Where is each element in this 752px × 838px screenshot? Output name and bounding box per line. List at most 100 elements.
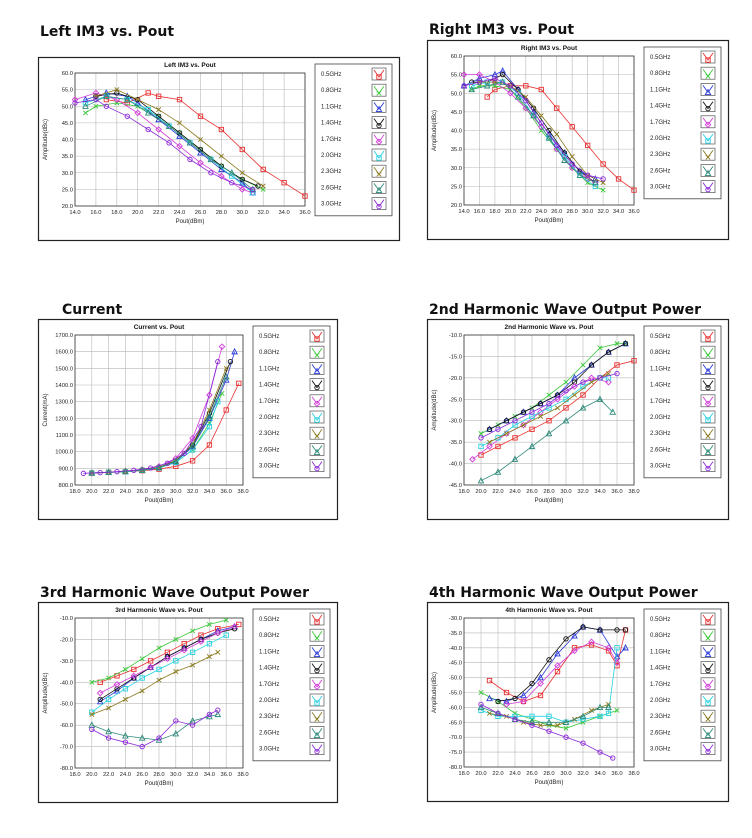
y-tick-label: 1300.0 [55,400,73,406]
data-point [615,176,622,182]
legend-label: 3.0GHz [321,202,341,208]
legend-label: 0.8GHz [650,350,670,356]
data-point [600,161,606,167]
series-line [463,77,604,180]
y-tick-label: 55.0 [62,88,73,94]
legend-line [311,412,323,421]
series-line [480,373,618,439]
legend: 0.5GHz 0.8GHz 1.1GHz 1.4GHz 1.7GHz 2.0GHz 2.3G… [643,46,722,200]
x-axis-label: Pout(dBm) [145,498,174,504]
legend-marker [705,619,711,625]
x-tick-label: 34.0 [594,489,605,495]
x-tick-label: 22.0 [492,489,503,495]
x-tick-label: 26.0 [137,772,148,778]
legend-marker [705,433,711,439]
legend-label: 2.6GHz [650,730,670,736]
data-point [563,379,569,385]
legend-marker [375,105,383,113]
legend-marker [705,700,711,706]
data-point [164,460,171,466]
data-point [93,103,99,109]
legend: 0.5GHz 0.8GHz 1.1GHz 1.4GHz 1.7GHz 2.0GHz 2.3G… [643,608,722,762]
legend-label: 3.0GHz [650,747,670,753]
legend-label: 1.1GHz [650,87,670,93]
legend-swatch [700,693,716,707]
legend-label: 1.4GHz [650,104,670,110]
data-point [96,689,104,697]
y-tick-label: 50.0 [451,91,462,97]
legend-label: 3.0GHz [650,185,670,191]
legend-swatch [309,426,325,440]
data-point [82,95,89,103]
data-point [614,370,620,377]
data-point [512,710,518,716]
x-tick-label: 20.0 [132,210,143,216]
data-point [537,722,544,728]
data-point [214,710,222,718]
legend-line [702,744,714,753]
data-point [571,647,578,655]
data-point [139,656,145,662]
legend-line [373,150,385,159]
data-point [156,107,162,113]
data-point [523,83,529,89]
data-point [206,391,213,399]
x-tick-label: 32.0 [577,771,588,777]
y-tick-label: -75.0 [449,750,462,756]
legend-line [702,728,714,737]
x-tick-label: 30.0 [170,489,181,495]
data-point [260,166,266,173]
data-point [180,646,188,654]
x-tick-label: 22.0 [153,210,164,216]
data-point [218,153,224,159]
legend-label: 3.0GHz [650,464,670,470]
data-point [520,422,527,428]
legend-label: 2.3GHz [650,431,670,437]
series-line [471,81,596,184]
x-tick-label: 32.0 [577,489,588,495]
data-point [190,628,196,634]
y-tick-label: -10.0 [449,333,462,339]
data-point [215,649,221,655]
series-2.6GHz [477,395,617,484]
data-point [145,106,151,113]
legend-marker [705,154,711,160]
y-tick-label: 20.0 [62,204,73,210]
series-0.5GHz [103,90,308,199]
x-tick-label: 16.0 [90,210,101,216]
x-tick-label: 18.0 [458,771,469,777]
legend-swatch [700,410,716,424]
legend-swatch [700,459,716,472]
legend-line [702,85,714,94]
data-point [537,400,544,407]
data-point [468,85,476,93]
y-tick-label: -50.0 [60,702,73,708]
legend-marker [313,731,321,739]
y-tick-label: -20.0 [60,637,73,643]
legend-swatch [309,459,325,472]
data-point [476,79,483,85]
x-tick-label: 38.0 [628,489,639,495]
y-axis-label: Amplitude(dBc) [432,672,438,713]
data-point [166,140,172,146]
x-tick-label: 14.0 [458,209,469,215]
data-point [511,455,519,462]
legend-label: 2.3GHz [259,714,279,720]
data-point [576,171,584,178]
data-point [554,142,560,149]
y-tick-label: -40.0 [449,646,462,652]
x-tick-label: 28.0 [216,210,227,216]
data-point [250,190,256,196]
x-tick-label: 20.0 [475,771,486,777]
data-point [97,696,103,703]
data-point [227,359,234,365]
legend-line [311,380,323,389]
data-point [139,743,145,750]
y-tick-label: -55.0 [449,691,462,697]
data-point [523,94,529,100]
data-point [503,689,510,696]
data-point [499,71,506,78]
legend-swatch [700,612,716,626]
series-2.3GHz [89,649,221,717]
data-point [135,97,141,103]
